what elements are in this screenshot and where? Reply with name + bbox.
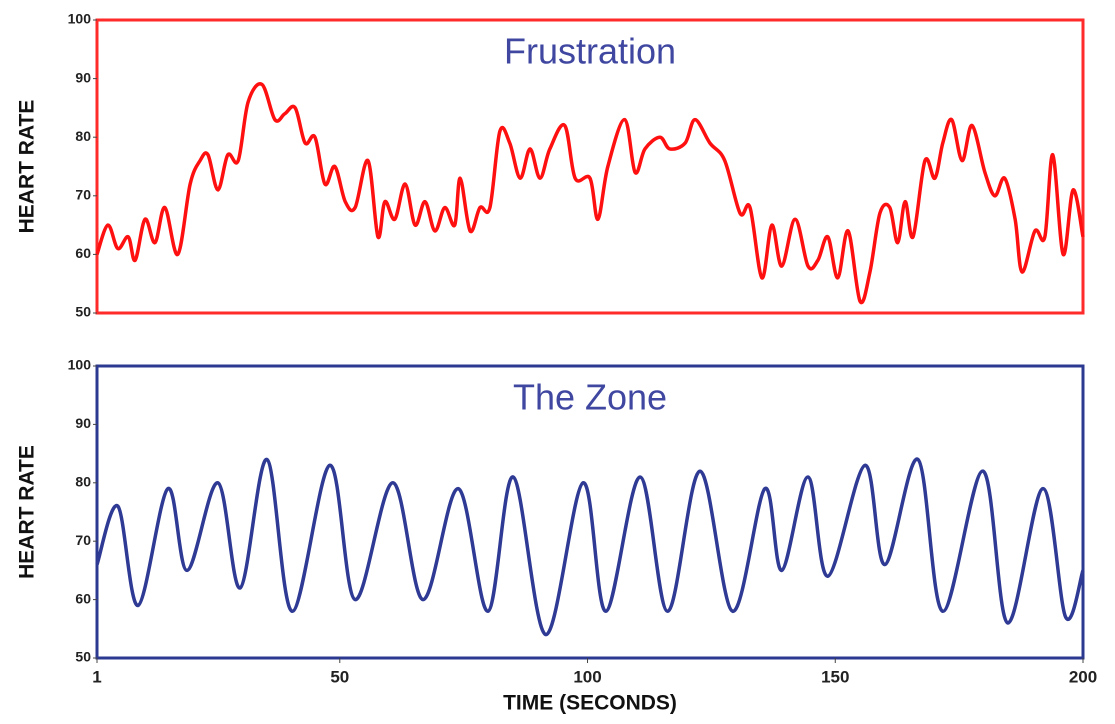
x-tick-label: 1 [92, 667, 101, 686]
x-tick-label: 100 [573, 667, 601, 686]
y-tick-label: 80 [75, 128, 91, 144]
x-tick-label: 50 [330, 667, 349, 686]
y-tick-label: 100 [68, 11, 92, 27]
chart-title: The Zone [513, 377, 667, 418]
y-tick-label: 90 [75, 415, 91, 431]
y-tick-label: 60 [75, 245, 91, 261]
y-axis-label: HEART RATE [16, 445, 39, 579]
y-axis-label: HEART RATE [16, 100, 39, 234]
x-tick-label: 200 [1069, 667, 1097, 686]
y-tick-label: 80 [75, 474, 91, 490]
y-tick-label: 60 [75, 590, 91, 606]
x-tick-label: 150 [821, 667, 849, 686]
line-series [95, 457, 1085, 637]
plot-frame [95, 18, 1085, 315]
y-tick-label: 100 [68, 357, 92, 373]
chart-title: Frustration [504, 31, 676, 72]
y-tick-label: 70 [75, 187, 91, 203]
y-tick-label: 50 [75, 304, 91, 320]
x-axis-label: TIME (SECONDS) [503, 692, 677, 715]
line-series [95, 82, 1085, 305]
y-tick-label: 90 [75, 69, 91, 85]
y-tick-label: 50 [75, 649, 91, 665]
y-tick-label: 70 [75, 532, 91, 548]
plot-frame [95, 364, 1085, 660]
